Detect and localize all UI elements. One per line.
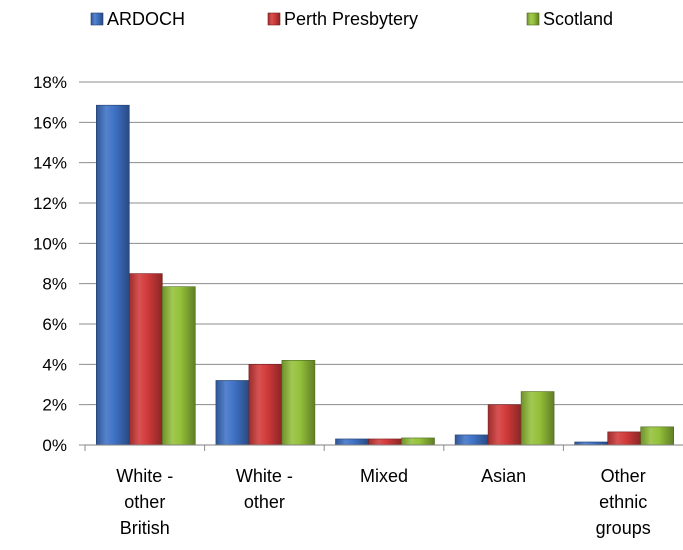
bars xyxy=(96,104,675,446)
y-tick-label: 16% xyxy=(33,113,67,132)
bar-perth-presbytery xyxy=(607,431,642,446)
bar-perth-presbytery xyxy=(487,404,522,446)
y-tick-label: 14% xyxy=(33,154,67,173)
legend-swatch xyxy=(267,12,281,26)
legend-label: Scotland xyxy=(543,9,613,29)
bar-perth-presbytery xyxy=(248,364,283,446)
bar-ardoch xyxy=(454,434,489,446)
y-tick-label: 0% xyxy=(42,436,67,455)
x-category-label: Mixed xyxy=(360,466,408,486)
bar-ardoch xyxy=(96,104,130,446)
bar-perth-presbytery xyxy=(368,438,402,446)
bar-scotland xyxy=(162,286,196,446)
bar-scotland xyxy=(401,437,435,446)
y-axis-tick-labels: 0% 2% 4% 6% 8% 10% 12% 14% 16% 18% xyxy=(33,73,67,455)
legend: ARDOCH Perth Presbytery Scotland xyxy=(90,9,613,29)
x-category-label: White -other xyxy=(236,466,293,512)
bar-scotland xyxy=(520,391,555,446)
y-tick-label: 4% xyxy=(42,355,67,374)
y-tick-label: 8% xyxy=(42,275,67,294)
x-axis-category-labels: White -other British White -other Mixed Asia… xyxy=(116,466,650,538)
x-category-label: White -other British xyxy=(116,466,173,538)
bar-ardoch xyxy=(335,438,369,446)
x-category-label: Asian xyxy=(481,466,526,486)
bar-scotland xyxy=(640,426,675,446)
legend-swatch xyxy=(526,12,540,26)
legend-label: Perth Presbytery xyxy=(284,9,418,29)
y-tick-label: 6% xyxy=(42,315,67,334)
legend-label: ARDOCH xyxy=(107,9,185,29)
y-tick-label: 18% xyxy=(33,73,67,92)
bar-ardoch xyxy=(215,380,250,446)
bar-scotland xyxy=(281,359,316,446)
y-tick-label: 2% xyxy=(42,396,67,415)
x-category-label: Other ethnic groups xyxy=(596,466,651,538)
y-tick-label: 10% xyxy=(33,234,67,253)
y-tick-label: 12% xyxy=(33,194,67,213)
legend-swatch xyxy=(90,12,104,26)
bar-perth-presbytery xyxy=(129,273,163,446)
